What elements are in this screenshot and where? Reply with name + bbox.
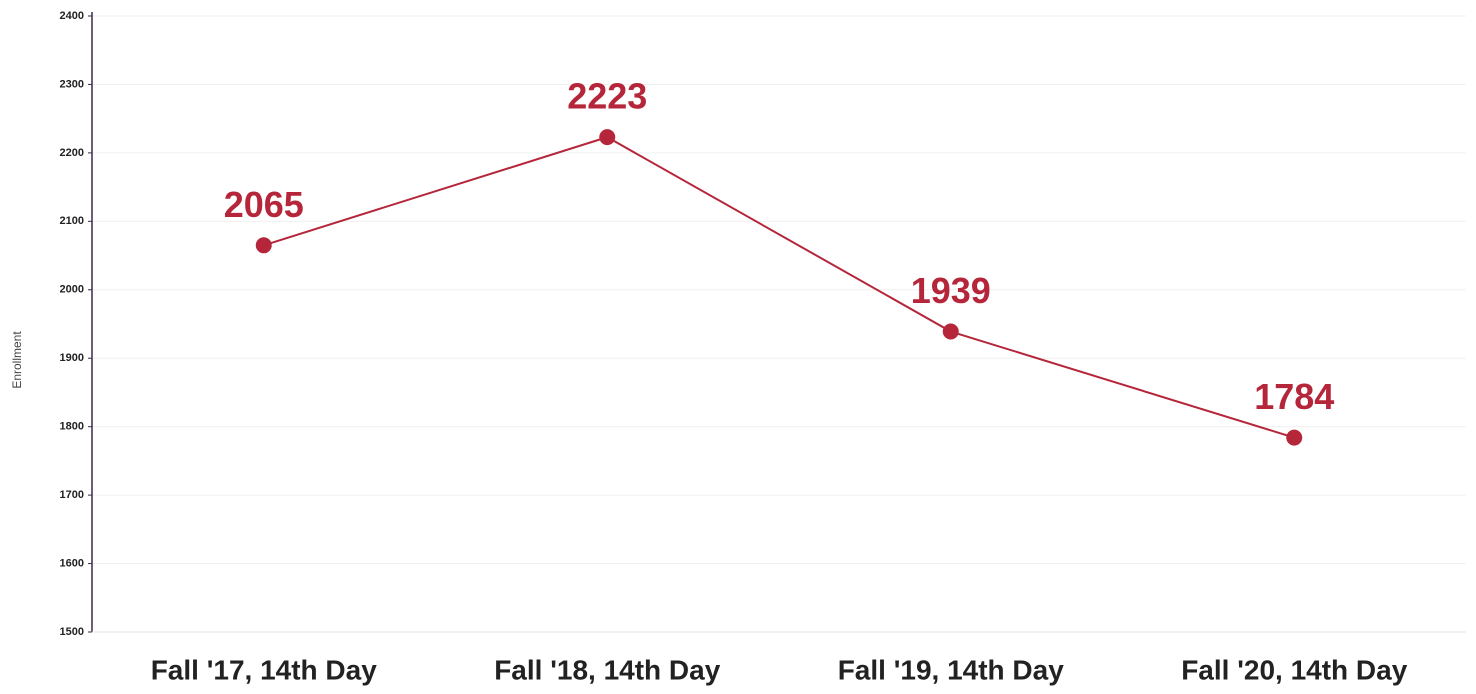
y-tick-label: 1800 <box>60 421 84 433</box>
data-label: 1939 <box>911 270 991 311</box>
x-tick-label: Fall '18, 14th Day <box>494 654 721 685</box>
data-label: 2223 <box>567 76 647 117</box>
y-tick-label: 1600 <box>60 557 84 569</box>
y-tick-label: 1500 <box>60 626 84 638</box>
x-tick-label: Fall '20, 14th Day <box>1181 654 1408 685</box>
x-tick-label: Fall '17, 14th Day <box>151 654 378 685</box>
data-label: 1784 <box>1254 376 1334 417</box>
point <box>1286 429 1303 446</box>
y-tick-label: 1700 <box>60 489 84 501</box>
point <box>255 237 272 254</box>
data-label: 2065 <box>224 184 304 225</box>
y-tick-label: 1900 <box>60 352 84 364</box>
y-tick-label: 2100 <box>60 215 84 227</box>
y-tick-label: 2400 <box>60 10 84 22</box>
y-axis-label: Enrollment <box>10 331 24 389</box>
point <box>942 323 959 340</box>
y-tick-label: 2300 <box>60 78 84 90</box>
y-tick-label: 2000 <box>60 284 84 296</box>
line <box>263 136 1295 439</box>
point <box>599 129 616 146</box>
y-tick-label: 2200 <box>60 147 84 159</box>
x-tick-label: Fall '19, 14th Day <box>838 654 1065 685</box>
